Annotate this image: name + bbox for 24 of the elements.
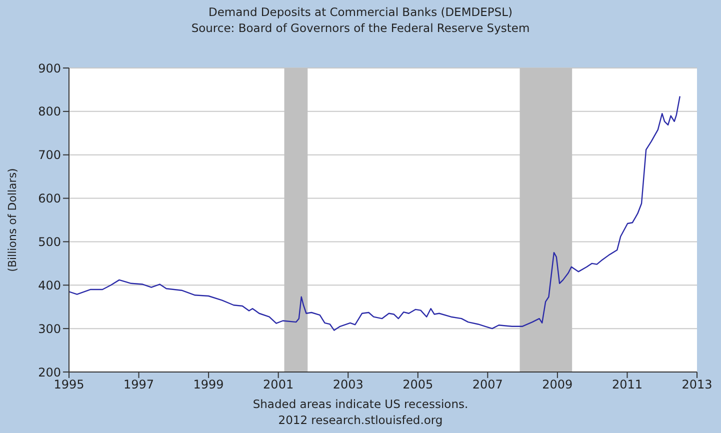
- y-axis-title: (Billions of Dollars): [6, 168, 19, 272]
- x-tick-label: 2007: [472, 378, 503, 392]
- chart-title: Demand Deposits at Commercial Banks (DEMDEPSL): [208, 4, 514, 20]
- x-tick-label: 1997: [124, 378, 154, 392]
- x-tick-label: 2009: [542, 378, 573, 392]
- x-tick-label: 1995: [54, 378, 84, 392]
- y-tick-label: 900: [38, 61, 61, 76]
- text: Shaded areas indicate US recessions.: [252, 396, 470, 412]
- x-tick-label: 2005: [402, 378, 434, 392]
- chart-subtitle: Source: Board of Governors of the Federal Reserve System: [190, 20, 531, 36]
- line-series: [69, 96, 681, 331]
- y-tick-label: 600: [38, 192, 61, 206]
- x-tick-label: 2011: [612, 378, 642, 392]
- x-tick-label: 2013: [682, 378, 712, 392]
- x-tick-label: 2001: [263, 378, 294, 392]
- x-tick-label: 2003: [332, 378, 364, 392]
- x-tick-label: 1999: [193, 378, 224, 392]
- y-tick-label: 700: [38, 148, 61, 162]
- y-tick-label: 800: [38, 104, 61, 119]
- y-tick-label: 300: [38, 322, 61, 336]
- text: 2012 research.stlouisfed.org: [277, 412, 444, 428]
- y-tick-label: 200: [38, 365, 61, 380]
- y-tick-label: 500: [38, 234, 61, 249]
- y-tick-label: 400: [38, 278, 61, 292]
